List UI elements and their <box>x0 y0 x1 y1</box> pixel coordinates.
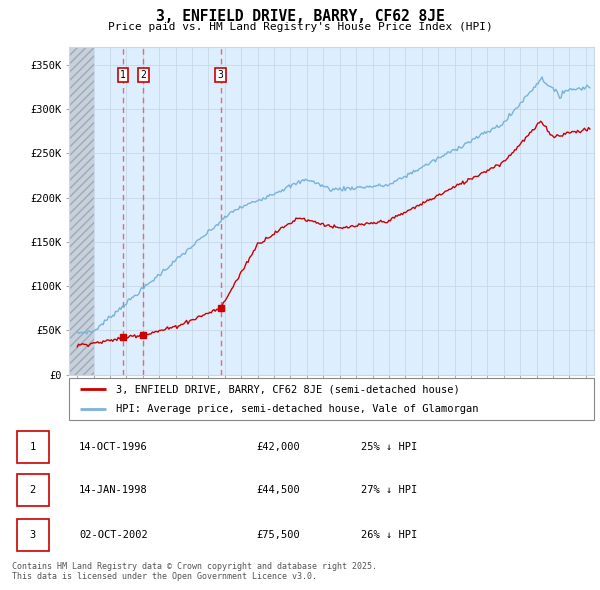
Text: £42,000: £42,000 <box>256 442 300 453</box>
FancyBboxPatch shape <box>69 378 594 420</box>
FancyBboxPatch shape <box>17 431 49 463</box>
FancyBboxPatch shape <box>17 519 49 551</box>
Text: 3, ENFIELD DRIVE, BARRY, CF62 8JE (semi-detached house): 3, ENFIELD DRIVE, BARRY, CF62 8JE (semi-… <box>116 385 460 395</box>
Text: 3, ENFIELD DRIVE, BARRY, CF62 8JE: 3, ENFIELD DRIVE, BARRY, CF62 8JE <box>155 9 445 24</box>
Text: 02-OCT-2002: 02-OCT-2002 <box>79 530 148 540</box>
FancyBboxPatch shape <box>17 474 49 506</box>
Text: Price paid vs. HM Land Registry's House Price Index (HPI): Price paid vs. HM Land Registry's House … <box>107 22 493 32</box>
Text: 14-JAN-1998: 14-JAN-1998 <box>79 486 148 495</box>
Text: 3: 3 <box>218 70 224 80</box>
Text: Contains HM Land Registry data © Crown copyright and database right 2025.
This d: Contains HM Land Registry data © Crown c… <box>12 562 377 581</box>
Text: 25% ↓ HPI: 25% ↓ HPI <box>361 442 418 453</box>
Text: 2: 2 <box>29 486 35 495</box>
Text: £75,500: £75,500 <box>256 530 300 540</box>
Text: 26% ↓ HPI: 26% ↓ HPI <box>361 530 418 540</box>
Text: 3: 3 <box>29 530 35 540</box>
Text: HPI: Average price, semi-detached house, Vale of Glamorgan: HPI: Average price, semi-detached house,… <box>116 405 479 414</box>
Text: £44,500: £44,500 <box>256 486 300 495</box>
Text: 14-OCT-1996: 14-OCT-1996 <box>79 442 148 453</box>
Text: 1: 1 <box>29 442 35 453</box>
Bar <box>69 47 94 375</box>
Text: 27% ↓ HPI: 27% ↓ HPI <box>361 486 418 495</box>
Text: 2: 2 <box>140 70 146 80</box>
Text: 1: 1 <box>120 70 126 80</box>
